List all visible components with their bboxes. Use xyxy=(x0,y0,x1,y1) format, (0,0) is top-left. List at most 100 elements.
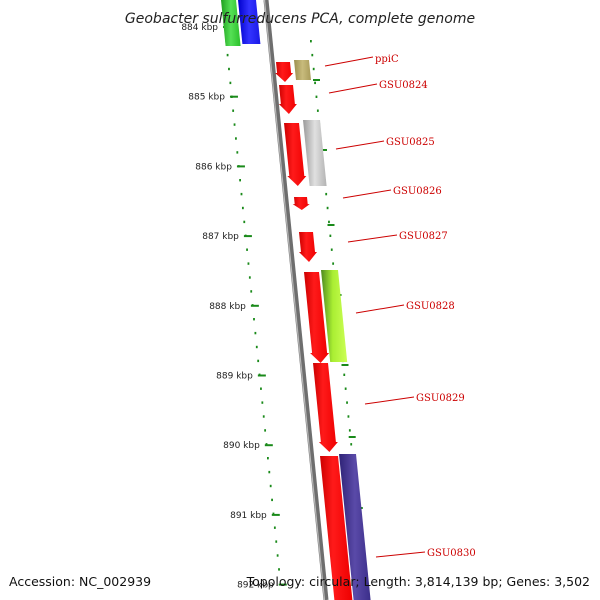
kbp-tick-label: 891 kbp xyxy=(230,511,267,521)
gene-label-GSU0828: GSU0828 xyxy=(406,301,455,312)
genome-backbone xyxy=(263,0,329,600)
ruler-dot xyxy=(247,262,250,265)
track-dot xyxy=(315,95,318,98)
track-dot xyxy=(312,67,315,71)
track-dot xyxy=(344,387,347,390)
kbp-tick-label: 887 kbp xyxy=(202,232,239,242)
gene-leader-line xyxy=(347,234,398,243)
ruler-dot xyxy=(275,540,278,543)
ruler-dot xyxy=(257,359,260,363)
ruler-dot xyxy=(278,568,280,571)
ruler-dot xyxy=(239,179,241,182)
ruler-dot xyxy=(271,498,273,502)
feature-tan xyxy=(294,60,311,80)
ruler-dot xyxy=(228,67,230,71)
track-dot xyxy=(332,262,335,265)
gene-label-GSU0827: GSU0827 xyxy=(399,231,448,242)
ruler-dot xyxy=(261,401,264,404)
map-title: Geobacter sulfurreducens PCA, complete g… xyxy=(125,11,475,27)
gene-label-GSU0825: GSU0825 xyxy=(386,137,435,148)
feature-ppiC xyxy=(275,62,294,82)
gene-features xyxy=(221,0,371,600)
feature-lime xyxy=(321,270,348,362)
ruler-dot xyxy=(273,526,276,529)
feature-navy xyxy=(339,454,371,600)
kbp-tick-label: 888 kbp xyxy=(209,302,246,312)
feature-GSU0826 xyxy=(292,197,310,210)
track-dot xyxy=(343,373,346,376)
kbp-tick-label: 885 kbp xyxy=(188,93,225,103)
topology-text: Topology: circular; Length: 3,814,139 bp… xyxy=(246,574,590,589)
gene-labels: ppiC GSU0824 GSU0825 GSU0826 GSU0827 GSU… xyxy=(375,54,476,559)
ruler-dot xyxy=(248,276,251,279)
ruler-dot xyxy=(255,345,258,349)
feature-GSU0828 xyxy=(304,272,330,363)
ruler-dot xyxy=(240,192,243,196)
kbp-tick-label: 889 kbp xyxy=(216,372,253,382)
gene-leaders xyxy=(324,56,426,558)
ruler-dot xyxy=(251,304,254,307)
track-dot xyxy=(311,53,314,57)
track-dot xyxy=(346,401,348,404)
ruler-dot xyxy=(253,318,255,321)
gene-leader-line xyxy=(364,396,415,405)
ruler-dot xyxy=(272,512,275,515)
gene-leader-line xyxy=(335,140,385,150)
feature-green xyxy=(221,0,241,46)
track-dot xyxy=(310,40,312,43)
ruler-dot xyxy=(262,415,265,418)
ruler-dot xyxy=(243,220,246,224)
gene-label-GSU0830: GSU0830 xyxy=(427,548,476,559)
track-dot xyxy=(328,220,330,224)
feature-gray xyxy=(303,120,327,186)
gene-leader-line xyxy=(324,56,374,67)
ruler-dot xyxy=(254,331,257,335)
gene-label-GSU0826: GSU0826 xyxy=(393,186,442,197)
track-dot xyxy=(330,248,333,251)
genome-backbone-highlight xyxy=(263,0,326,600)
ruler-dot xyxy=(244,234,247,237)
ruler-dot xyxy=(235,137,237,140)
ruler-dot xyxy=(236,151,239,154)
gene-label-ppiC: ppiC xyxy=(375,54,399,65)
ruler-dot xyxy=(237,165,240,168)
feature-GSU0829 xyxy=(313,363,338,452)
gene-label-GSU0824: GSU0824 xyxy=(379,80,428,91)
feature-GSU0830 xyxy=(320,456,353,600)
kbp-tick-label: 886 kbp xyxy=(195,162,232,172)
kbp-tick-label: 892 kbp xyxy=(237,581,274,591)
kbp-tick-label: 890 kbp xyxy=(223,441,260,451)
track-dot xyxy=(326,206,329,210)
track-dot xyxy=(350,443,353,446)
feature-GSU0825 xyxy=(284,123,307,186)
ruler-dot xyxy=(233,123,236,126)
gene-leader-line xyxy=(342,189,392,199)
gene-leader-line xyxy=(328,83,378,94)
gene-leader-line xyxy=(375,551,426,558)
ruler-dot xyxy=(264,429,267,432)
ruler-dot xyxy=(260,387,262,390)
ruler-dot xyxy=(232,109,235,112)
accession-text: Accession: NC_002939 xyxy=(9,574,151,589)
track-dot xyxy=(348,429,351,432)
track-dot xyxy=(325,192,328,196)
gene-label-GSU0829: GSU0829 xyxy=(416,393,465,404)
ruler-dot xyxy=(267,457,269,460)
track-dot xyxy=(347,415,350,418)
ruler-dot xyxy=(246,248,248,251)
ruler-dot xyxy=(268,470,271,474)
track-dot xyxy=(314,81,316,85)
track-dot xyxy=(316,109,319,112)
kbp-ruler: 884 kbp 885 kbp 886 kbp 887 kbp 888 kbp 889 k… xyxy=(181,23,287,591)
feature-GSU0824 xyxy=(278,85,297,114)
ruler-dot xyxy=(226,53,229,57)
ruler-dot xyxy=(229,81,232,85)
track-dot xyxy=(329,234,332,237)
kbp-tick-label: 884 kbp xyxy=(181,23,218,33)
ruler-dot xyxy=(276,554,279,557)
feature-blue xyxy=(238,0,261,44)
ruler-dot xyxy=(230,95,233,98)
gene-leader-line xyxy=(355,304,405,314)
